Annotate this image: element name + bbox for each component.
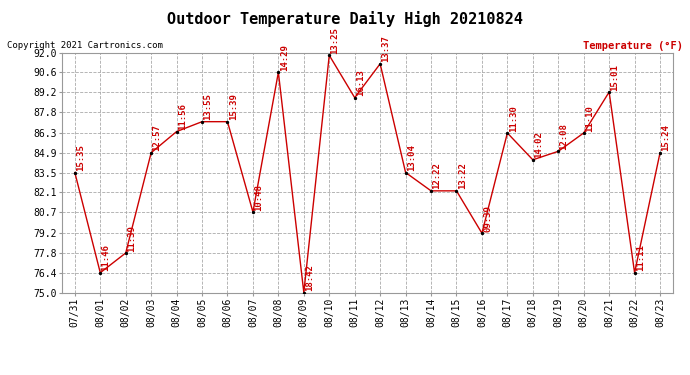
Text: 12:22: 12:22	[433, 163, 442, 189]
Text: 13:22: 13:22	[457, 163, 466, 189]
Point	[451, 188, 462, 194]
Text: Temperature (°F): Temperature (°F)	[583, 41, 683, 51]
Text: Outdoor Temperature Daily High 20210824: Outdoor Temperature Daily High 20210824	[167, 11, 523, 27]
Text: 15:01: 15:01	[611, 64, 620, 91]
Point	[502, 130, 513, 136]
Text: 11:10: 11:10	[585, 105, 594, 132]
Point	[604, 89, 615, 95]
Text: 11:46: 11:46	[101, 244, 110, 272]
Point	[222, 118, 233, 124]
Point	[426, 188, 437, 194]
Point	[578, 130, 589, 136]
Text: 11:11: 11:11	[636, 244, 645, 272]
Text: 10:48: 10:48	[254, 184, 263, 211]
Point	[120, 250, 131, 256]
Point	[629, 270, 640, 276]
Point	[476, 230, 487, 236]
Text: 12:08: 12:08	[560, 123, 569, 150]
Text: 13:04: 13:04	[407, 144, 416, 171]
Text: 13:25: 13:25	[331, 27, 339, 54]
Text: 14:29: 14:29	[279, 44, 288, 71]
Text: 13:37: 13:37	[382, 36, 391, 62]
Point	[400, 170, 411, 176]
Point	[298, 290, 309, 296]
Point	[273, 69, 284, 75]
Text: 11:39: 11:39	[127, 225, 136, 252]
Point	[95, 270, 106, 276]
Point	[324, 53, 335, 58]
Text: 09:39: 09:39	[483, 205, 492, 232]
Text: 18:42: 18:42	[305, 264, 314, 291]
Point	[69, 170, 80, 176]
Point	[171, 129, 182, 135]
Point	[349, 94, 360, 100]
Text: 15:24: 15:24	[661, 124, 670, 152]
Text: 13:55: 13:55	[204, 93, 213, 120]
Text: Copyright 2021 Cartronics.com: Copyright 2021 Cartronics.com	[7, 41, 163, 50]
Point	[655, 150, 666, 156]
Point	[197, 118, 208, 124]
Text: 11:30: 11:30	[509, 105, 518, 132]
Point	[146, 150, 157, 156]
Text: 15:35: 15:35	[76, 144, 85, 171]
Point	[553, 148, 564, 154]
Point	[375, 61, 386, 67]
Text: 11:56: 11:56	[178, 103, 187, 130]
Text: 14:02: 14:02	[534, 132, 543, 158]
Point	[248, 209, 259, 215]
Point	[527, 157, 538, 163]
Text: 15:39: 15:39	[229, 93, 238, 120]
Text: 12:57: 12:57	[152, 124, 161, 152]
Text: 16:13: 16:13	[356, 69, 365, 96]
